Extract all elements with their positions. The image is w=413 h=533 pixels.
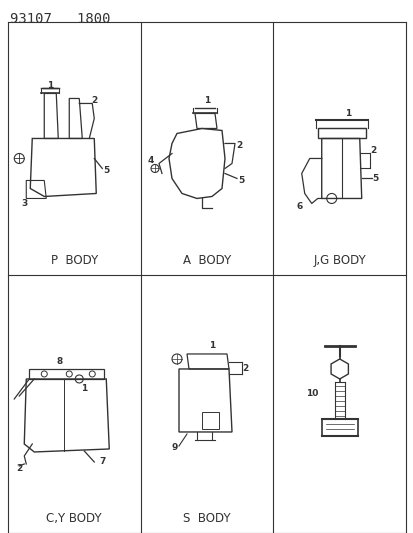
Text: 5: 5 [237,176,244,185]
Text: S  BODY: S BODY [183,513,230,526]
Text: 2: 2 [235,141,242,150]
Text: P  BODY: P BODY [50,254,97,268]
Text: 2: 2 [16,464,22,473]
Text: 5: 5 [103,166,109,175]
Text: 1: 1 [344,109,350,118]
Text: 5: 5 [372,174,378,183]
Text: 1: 1 [81,384,87,393]
Text: 2: 2 [241,365,247,374]
Text: 2: 2 [370,146,376,155]
Text: 6: 6 [296,202,302,211]
Text: 2: 2 [91,96,97,105]
Text: 1: 1 [203,96,210,105]
Text: 3: 3 [21,199,27,208]
Text: 4: 4 [147,156,154,165]
Text: 1: 1 [209,342,215,351]
Text: 1: 1 [47,81,53,90]
Text: A  BODY: A BODY [183,254,230,268]
Text: 8: 8 [56,358,62,367]
Text: 7: 7 [99,457,105,466]
Text: J,G BODY: J,G BODY [313,254,365,268]
Text: 9: 9 [171,443,178,453]
Text: 93107   1800: 93107 1800 [10,12,110,26]
Text: 10: 10 [305,390,317,399]
Text: C,Y BODY: C,Y BODY [46,513,102,526]
